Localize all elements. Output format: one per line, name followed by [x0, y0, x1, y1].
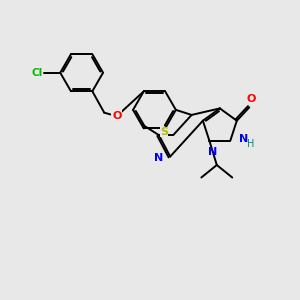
- Text: Cl: Cl: [31, 68, 42, 78]
- Text: O: O: [112, 112, 122, 122]
- Text: N: N: [208, 147, 217, 157]
- Text: S: S: [160, 127, 168, 137]
- Text: H: H: [247, 139, 254, 148]
- Text: N: N: [154, 153, 164, 163]
- Text: O: O: [246, 94, 256, 104]
- Text: O: O: [112, 111, 122, 121]
- Text: N: N: [239, 134, 248, 144]
